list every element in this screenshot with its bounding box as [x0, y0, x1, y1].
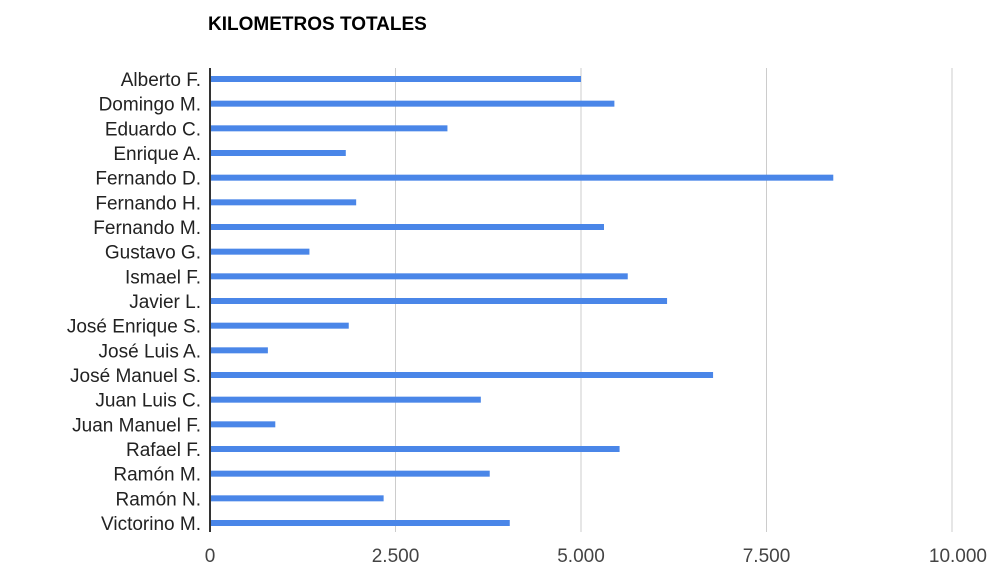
category-label: José Luis A. [99, 341, 201, 362]
bar [210, 372, 714, 378]
category-label: Fernando D. [95, 169, 201, 190]
chart-title: KILOMETROS TOTALES [208, 14, 427, 35]
x-tick-label: 2.500 [372, 546, 420, 567]
bar [210, 224, 605, 230]
x-tick-label: 5.000 [557, 546, 605, 567]
category-label: Enrique A. [113, 144, 201, 165]
bar [210, 347, 268, 354]
bar [210, 470, 490, 477]
category-labels: Alberto F. Domingo M. Eduardo C. Enrique A.… [67, 70, 201, 535]
bar [210, 100, 615, 107]
x-tick-label: 0 [205, 546, 216, 567]
x-tick-label: 7.500 [743, 546, 791, 567]
bar [210, 520, 510, 526]
category-label: José Manuel S. [70, 366, 201, 387]
bar [210, 199, 357, 206]
bar [210, 396, 481, 403]
category-label: Javier L. [129, 292, 201, 313]
category-label: Juan Manuel F. [72, 415, 201, 436]
bar [210, 150, 346, 156]
bars [210, 76, 834, 526]
bar [210, 174, 834, 181]
category-label: Fernando M. [93, 218, 201, 239]
bar [210, 76, 581, 82]
bar [210, 273, 628, 280]
category-label: Victorino M. [101, 514, 201, 535]
category-label: Rafael F. [126, 440, 201, 461]
category-label: Ramón N. [115, 489, 201, 510]
x-tick-labels: 0 2.500 5.000 7.500 10.000 [205, 546, 987, 567]
bar [210, 322, 349, 329]
category-label: Alberto F. [121, 70, 201, 91]
bar [210, 446, 620, 452]
category-label: Domingo M. [99, 95, 201, 116]
x-tick-label: 10.000 [929, 546, 987, 567]
bar [210, 495, 384, 502]
bar [210, 125, 448, 132]
category-label: Ramón M. [113, 465, 201, 486]
category-label: Fernando H. [95, 193, 201, 214]
bar [210, 248, 310, 255]
category-label: José Enrique S. [67, 317, 201, 338]
bar [210, 421, 276, 428]
bar [210, 298, 668, 304]
category-label: Ismael F. [125, 267, 201, 288]
category-label: Juan Luis C. [95, 391, 201, 412]
category-label: Gustavo G. [105, 243, 201, 264]
category-label: Eduardo C. [105, 119, 201, 140]
